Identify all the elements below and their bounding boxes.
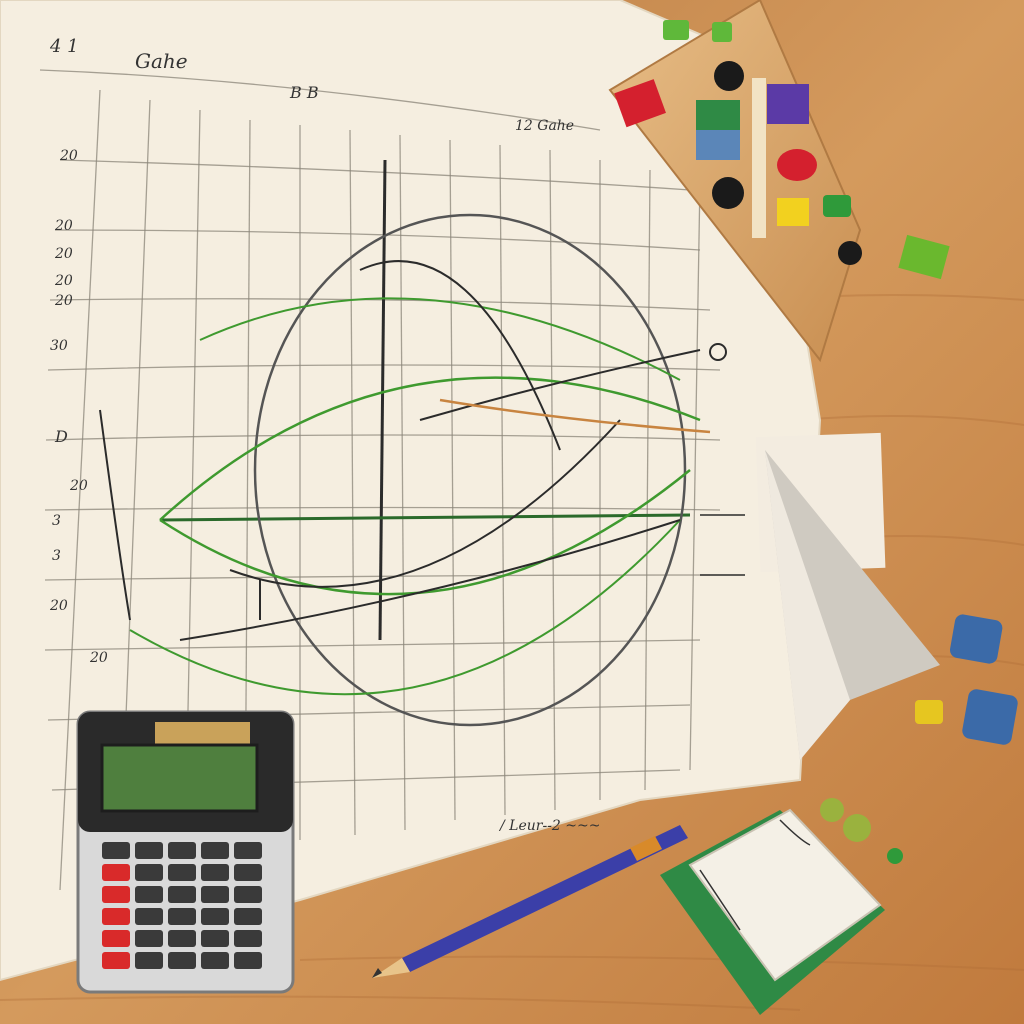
calculator-icon xyxy=(76,710,295,994)
vertical-axis xyxy=(378,159,387,641)
calculator-key xyxy=(102,842,130,859)
calculator-key xyxy=(201,886,229,903)
note-left-9: 3 xyxy=(52,513,61,529)
note-left-5: 20 xyxy=(54,293,73,309)
calculator-key xyxy=(102,864,130,881)
calculator-key xyxy=(102,930,130,947)
calculator-key xyxy=(201,842,229,859)
note-right: 12 Gahe xyxy=(515,118,574,134)
building-blocks-icon xyxy=(608,0,1018,864)
pencil-icon xyxy=(372,825,688,978)
note-left-4: 20 xyxy=(54,273,73,289)
calculator-keys xyxy=(102,842,262,969)
calculator-key xyxy=(201,864,229,881)
calculator-key xyxy=(168,864,196,881)
note-left-2: 20 xyxy=(54,218,73,234)
calculator-key xyxy=(234,864,262,881)
handwritten-notes: 4 1 Gahe B B 12 Gahe 20 20 20 20 20 30 D… xyxy=(49,36,600,834)
calculator-key xyxy=(234,842,262,859)
horizontal-axis xyxy=(159,513,691,522)
notebook-icon xyxy=(660,808,885,1015)
calculator-key xyxy=(135,864,163,881)
calculator-key xyxy=(135,842,163,859)
calculator-key xyxy=(168,886,196,903)
note-mid-top: B B xyxy=(289,83,319,102)
calculator-key xyxy=(201,930,229,947)
calculator-key xyxy=(168,952,196,969)
calculator-key xyxy=(234,930,262,947)
calculator-key xyxy=(102,952,130,969)
paper-plane-icon xyxy=(755,432,940,760)
calculator-key xyxy=(234,886,262,903)
calculator-key xyxy=(168,930,196,947)
calculator-key xyxy=(234,908,262,925)
calculator-key xyxy=(102,886,130,903)
note-title: Gahe xyxy=(135,49,188,73)
note-left-11: 20 xyxy=(49,598,68,614)
note-left-7: D xyxy=(54,427,68,446)
calculator-key xyxy=(168,908,196,925)
calculator-key xyxy=(201,952,229,969)
note-left-6: 30 xyxy=(50,338,68,354)
graph-plot xyxy=(99,159,745,727)
calculator-key xyxy=(168,842,196,859)
note-left-3: 20 xyxy=(54,246,73,262)
calculator-key xyxy=(135,908,163,925)
calculator-key xyxy=(234,952,262,969)
note-top-left: 4 1 xyxy=(49,36,79,57)
note-left-1: 20 xyxy=(59,148,78,164)
calculator-key xyxy=(135,952,163,969)
sphere-outline xyxy=(253,213,687,727)
calculator-key xyxy=(201,908,229,925)
note-left-8: 20 xyxy=(69,478,88,494)
calculator-key xyxy=(135,886,163,903)
calculator-key xyxy=(102,908,130,925)
note-bottom: / Leur--2 ~~~ xyxy=(498,818,600,834)
note-left-12: 20 xyxy=(89,650,108,666)
note-left-10: 3 xyxy=(52,548,61,564)
calculator-key xyxy=(135,930,163,947)
